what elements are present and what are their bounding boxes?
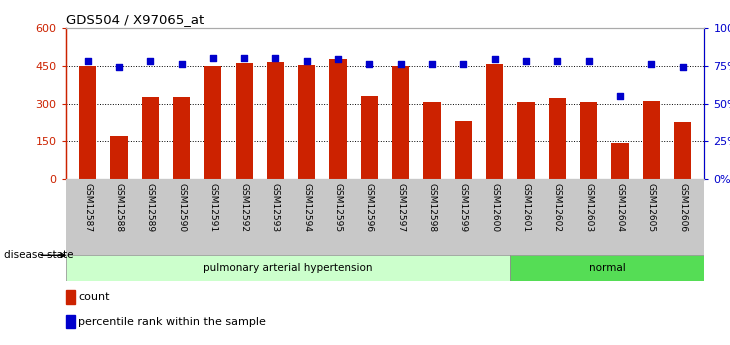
Text: GSM12599: GSM12599 [459, 183, 468, 232]
Point [113, 64, 125, 70]
Text: GSM12592: GSM12592 [239, 183, 249, 232]
Bar [361, 96, 378, 179]
Point [551, 58, 563, 64]
Bar [392, 66, 410, 179]
Text: GSM12595: GSM12595 [334, 183, 342, 232]
Bar [79, 66, 96, 179]
Bar [423, 102, 441, 179]
Text: GSM12605: GSM12605 [647, 183, 656, 232]
Bar [173, 97, 190, 179]
Text: GSM12587: GSM12587 [83, 183, 92, 232]
Bar [455, 121, 472, 179]
Text: GSM12589: GSM12589 [146, 183, 155, 232]
Text: GSM12594: GSM12594 [302, 183, 311, 232]
Point [583, 58, 594, 64]
Bar [66, 179, 704, 255]
Bar [549, 98, 566, 179]
Bar [298, 65, 315, 179]
Point [364, 61, 375, 67]
Text: GSM12606: GSM12606 [678, 183, 687, 232]
Text: GSM12591: GSM12591 [208, 183, 218, 232]
Text: GSM12603: GSM12603 [584, 183, 593, 232]
Point [520, 58, 532, 64]
Text: percentile rank within the sample: percentile rank within the sample [79, 317, 266, 327]
Bar [267, 62, 284, 179]
Text: normal: normal [589, 263, 626, 273]
Bar [518, 102, 534, 179]
Point [489, 57, 501, 62]
Text: GSM12588: GSM12588 [115, 183, 123, 232]
Text: GSM12596: GSM12596 [365, 183, 374, 232]
Text: GSM12600: GSM12600 [490, 183, 499, 232]
Bar [66, 290, 75, 304]
Text: GSM12598: GSM12598 [428, 183, 437, 232]
Text: GSM12601: GSM12601 [521, 183, 531, 232]
Bar [674, 122, 691, 179]
Text: GSM12590: GSM12590 [177, 183, 186, 232]
Point [458, 61, 469, 67]
Text: GSM12604: GSM12604 [615, 183, 624, 232]
Bar [329, 59, 347, 179]
Point [677, 64, 688, 70]
Point [395, 61, 407, 67]
Point [645, 61, 657, 67]
Point [269, 55, 281, 61]
Bar [642, 101, 660, 179]
Bar [110, 136, 128, 179]
Point [145, 58, 156, 64]
Bar [66, 255, 510, 281]
Point [332, 57, 344, 62]
Text: GSM12593: GSM12593 [271, 183, 280, 232]
Bar [204, 66, 221, 179]
Text: count: count [79, 292, 110, 302]
Point [207, 55, 219, 61]
Text: GSM12602: GSM12602 [553, 183, 562, 232]
Point [301, 58, 312, 64]
Bar [66, 315, 75, 328]
Text: disease state: disease state [4, 250, 73, 260]
Point [426, 61, 438, 67]
Bar [611, 143, 629, 179]
Bar [236, 63, 253, 179]
Point [238, 55, 250, 61]
Bar [142, 97, 159, 179]
Text: GDS504 / X97065_at: GDS504 / X97065_at [66, 13, 204, 27]
Point [82, 58, 93, 64]
Text: pulmonary arterial hypertension: pulmonary arterial hypertension [203, 263, 373, 273]
Text: GSM12597: GSM12597 [396, 183, 405, 232]
Bar [580, 102, 597, 179]
Bar [486, 64, 503, 179]
Bar [510, 255, 704, 281]
Point [176, 61, 188, 67]
Point [614, 93, 626, 99]
